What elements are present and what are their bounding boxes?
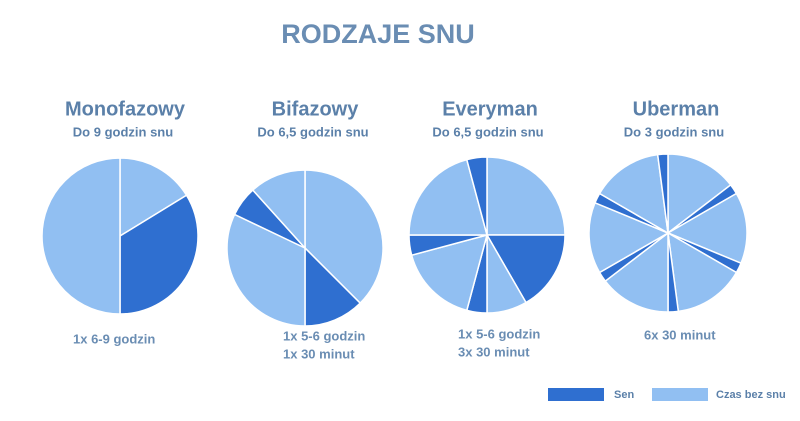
- pie-slice: [667, 153, 732, 235]
- pie-title: Monofazowy: [65, 98, 186, 120]
- main-title: RODZAJE SNU: [281, 19, 475, 49]
- pie-slice: [251, 169, 306, 250]
- pie-note: 3x 30 minut: [458, 344, 530, 359]
- pie-slice: [667, 231, 738, 313]
- pie-note: 1x 5-6 godzin: [283, 328, 365, 343]
- pie-slice: [465, 156, 488, 236]
- pie-slice: [119, 157, 188, 238]
- pie-slice: [304, 246, 362, 327]
- pie-title: Uberman: [633, 98, 720, 120]
- pie-slice: [486, 156, 566, 236]
- pie-slice: [119, 194, 199, 315]
- pie-note: 1x 5-6 godzin: [458, 326, 540, 341]
- pie-note: 6x 30 minut: [644, 327, 716, 342]
- pie-subtitle: Do 9 godzin snu: [73, 124, 173, 139]
- pie-slice: [588, 201, 670, 274]
- pie-title: Bifazowy: [272, 98, 360, 120]
- pie-subtitle: Do 6,5 godzin snu: [432, 124, 543, 139]
- pie-subtitle: Do 6,5 godzin snu: [257, 124, 368, 139]
- legend-swatch: [652, 388, 708, 401]
- pie-slice: [656, 153, 669, 234]
- pie-note: 1x 6-9 godzin: [73, 331, 155, 346]
- pie-slice: [226, 213, 306, 327]
- legend-swatch: [548, 388, 604, 401]
- legend-label: Sen: [614, 389, 634, 401]
- pie-slice: [666, 192, 748, 265]
- pie-note: 1x 30 minut: [283, 346, 355, 361]
- pie-slice: [410, 233, 489, 312]
- pie-slice: [304, 169, 384, 305]
- pie-slice: [598, 153, 669, 235]
- pie-slice: [41, 157, 121, 315]
- pie-subtitle: Do 3 godzin snu: [624, 124, 724, 139]
- pie-slice: [604, 231, 669, 313]
- pie-title: Everyman: [442, 98, 538, 120]
- legend-label: Czas bez snu: [716, 389, 786, 401]
- pie-slice: [485, 234, 566, 304]
- pie-slice: [408, 158, 488, 236]
